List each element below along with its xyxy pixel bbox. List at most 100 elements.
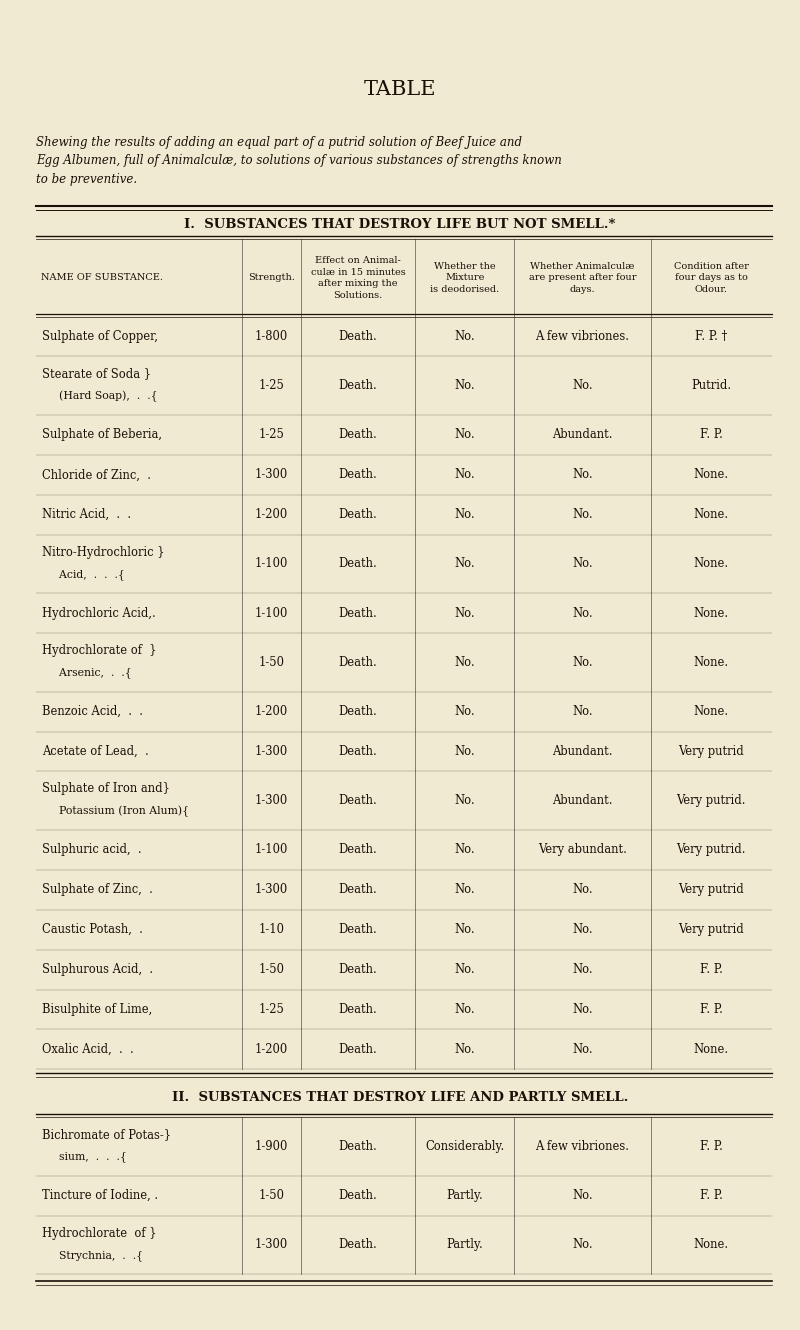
Text: No.: No. xyxy=(454,379,475,392)
Text: 1-300: 1-300 xyxy=(255,745,288,758)
Text: 1-50: 1-50 xyxy=(258,656,285,669)
Text: No.: No. xyxy=(454,705,475,718)
Text: No.: No. xyxy=(572,1043,593,1056)
Text: Nitro-Hydrochloric }: Nitro-Hydrochloric } xyxy=(42,545,165,559)
Text: No.: No. xyxy=(572,379,593,392)
Text: Sulphate of Iron and}: Sulphate of Iron and} xyxy=(42,782,170,795)
Text: No.: No. xyxy=(454,883,475,896)
Text: Oxalic Acid,  .  .: Oxalic Acid, . . xyxy=(42,1043,134,1056)
Text: 1-200: 1-200 xyxy=(255,508,288,521)
Text: 1-200: 1-200 xyxy=(255,705,288,718)
Text: No.: No. xyxy=(572,557,593,571)
Text: Tincture of Iodine, .: Tincture of Iodine, . xyxy=(42,1189,158,1202)
Text: No.: No. xyxy=(454,557,475,571)
Text: 1-300: 1-300 xyxy=(255,883,288,896)
Text: Strychnia,  .  .{: Strychnia, . .{ xyxy=(52,1250,143,1261)
Text: 1-100: 1-100 xyxy=(255,557,288,571)
Text: Death.: Death. xyxy=(338,379,378,392)
Text: Death.: Death. xyxy=(338,794,378,807)
Text: Acid,  .  .  .{: Acid, . . .{ xyxy=(52,569,125,580)
Text: No.: No. xyxy=(572,923,593,936)
Text: No.: No. xyxy=(572,468,593,481)
Text: No.: No. xyxy=(454,923,475,936)
Text: Sulphate of Beberia,: Sulphate of Beberia, xyxy=(42,428,162,442)
Text: No.: No. xyxy=(572,508,593,521)
Text: None.: None. xyxy=(694,1043,729,1056)
Text: F. P.: F. P. xyxy=(700,1003,722,1016)
Text: Death.: Death. xyxy=(338,705,378,718)
Text: Strength.: Strength. xyxy=(248,274,295,282)
Text: No.: No. xyxy=(572,606,593,620)
Text: 1-900: 1-900 xyxy=(255,1140,288,1153)
Text: Sulphate of Zinc,  .: Sulphate of Zinc, . xyxy=(42,883,154,896)
Text: Very putrid: Very putrid xyxy=(678,923,744,936)
Text: 1-25: 1-25 xyxy=(258,379,285,392)
Text: F. P.: F. P. xyxy=(700,963,722,976)
Text: No.: No. xyxy=(572,1189,593,1202)
Text: Death.: Death. xyxy=(338,1189,378,1202)
Text: Whether the
Mixture
is deodorised.: Whether the Mixture is deodorised. xyxy=(430,262,499,294)
Text: Benzoic Acid,  .  .: Benzoic Acid, . . xyxy=(42,705,143,718)
Text: No.: No. xyxy=(454,1003,475,1016)
Text: Partly.: Partly. xyxy=(446,1238,483,1252)
Text: Death.: Death. xyxy=(338,1043,378,1056)
Text: No.: No. xyxy=(454,1043,475,1056)
Text: No.: No. xyxy=(572,883,593,896)
Text: F. P.: F. P. xyxy=(700,1189,722,1202)
Text: Condition after
four days as to
Odour.: Condition after four days as to Odour. xyxy=(674,262,749,294)
Text: Stearate of Soda }: Stearate of Soda } xyxy=(42,367,151,380)
Text: Death.: Death. xyxy=(338,1238,378,1252)
Text: 1-300: 1-300 xyxy=(255,1238,288,1252)
Text: Hydrochlorate  of }: Hydrochlorate of } xyxy=(42,1226,157,1240)
Text: Abundant.: Abundant. xyxy=(552,794,613,807)
Text: Very putrid: Very putrid xyxy=(678,883,744,896)
Text: Death.: Death. xyxy=(338,1140,378,1153)
Text: Sulphurous Acid,  .: Sulphurous Acid, . xyxy=(42,963,154,976)
Text: No.: No. xyxy=(572,963,593,976)
Text: 1-10: 1-10 xyxy=(258,923,285,936)
Text: Death.: Death. xyxy=(338,428,378,442)
Text: Shewing the results of adding an equal part of a putrid solution of Beef Juice a: Shewing the results of adding an equal p… xyxy=(36,136,562,186)
Text: Death.: Death. xyxy=(338,1003,378,1016)
Text: None.: None. xyxy=(694,705,729,718)
Text: No.: No. xyxy=(454,606,475,620)
Text: Death.: Death. xyxy=(338,923,378,936)
Text: NAME OF SUBSTANCE.: NAME OF SUBSTANCE. xyxy=(41,274,163,282)
Text: Sulphuric acid,  .: Sulphuric acid, . xyxy=(42,843,142,857)
Text: A few vibriones.: A few vibriones. xyxy=(535,1140,630,1153)
Text: II.  SUBSTANCES THAT DESTROY LIFE AND PARTLY SMELL.: II. SUBSTANCES THAT DESTROY LIFE AND PAR… xyxy=(172,1091,628,1104)
Text: No.: No. xyxy=(572,656,593,669)
Text: 1-100: 1-100 xyxy=(255,843,288,857)
Text: 1-200: 1-200 xyxy=(255,1043,288,1056)
Text: Potassium (Iron Alum){: Potassium (Iron Alum){ xyxy=(52,806,189,817)
Text: (Hard Soap),  .  .{: (Hard Soap), . .{ xyxy=(52,391,158,402)
Text: Bichromate of Potas-}: Bichromate of Potas-} xyxy=(42,1128,171,1141)
Text: Abundant.: Abundant. xyxy=(552,428,613,442)
Text: F. P.: F. P. xyxy=(700,1140,722,1153)
Text: Death.: Death. xyxy=(338,843,378,857)
Text: Putrid.: Putrid. xyxy=(691,379,731,392)
Text: 1-300: 1-300 xyxy=(255,468,288,481)
Text: sium,  .  .  .{: sium, . . .{ xyxy=(52,1152,126,1162)
Text: Caustic Potash,  .: Caustic Potash, . xyxy=(42,923,143,936)
Text: 1-50: 1-50 xyxy=(258,963,285,976)
Text: Considerably.: Considerably. xyxy=(425,1140,504,1153)
Text: 1-800: 1-800 xyxy=(255,330,288,343)
Text: Acetate of Lead,  .: Acetate of Lead, . xyxy=(42,745,149,758)
Text: None.: None. xyxy=(694,508,729,521)
Text: None.: None. xyxy=(694,1238,729,1252)
Text: No.: No. xyxy=(572,705,593,718)
Text: Death.: Death. xyxy=(338,557,378,571)
Text: Very putrid.: Very putrid. xyxy=(677,794,746,807)
Text: Very putrid.: Very putrid. xyxy=(677,843,746,857)
Text: 1-25: 1-25 xyxy=(258,1003,285,1016)
Text: No.: No. xyxy=(572,1238,593,1252)
Text: Bisulphite of Lime,: Bisulphite of Lime, xyxy=(42,1003,153,1016)
Text: No.: No. xyxy=(454,428,475,442)
Text: 1-300: 1-300 xyxy=(255,794,288,807)
Text: Death.: Death. xyxy=(338,330,378,343)
Text: No.: No. xyxy=(454,468,475,481)
Text: Death.: Death. xyxy=(338,656,378,669)
Text: No.: No. xyxy=(454,745,475,758)
Text: I.  SUBSTANCES THAT DESTROY LIFE BUT NOT SMELL.*: I. SUBSTANCES THAT DESTROY LIFE BUT NOT … xyxy=(184,218,616,231)
